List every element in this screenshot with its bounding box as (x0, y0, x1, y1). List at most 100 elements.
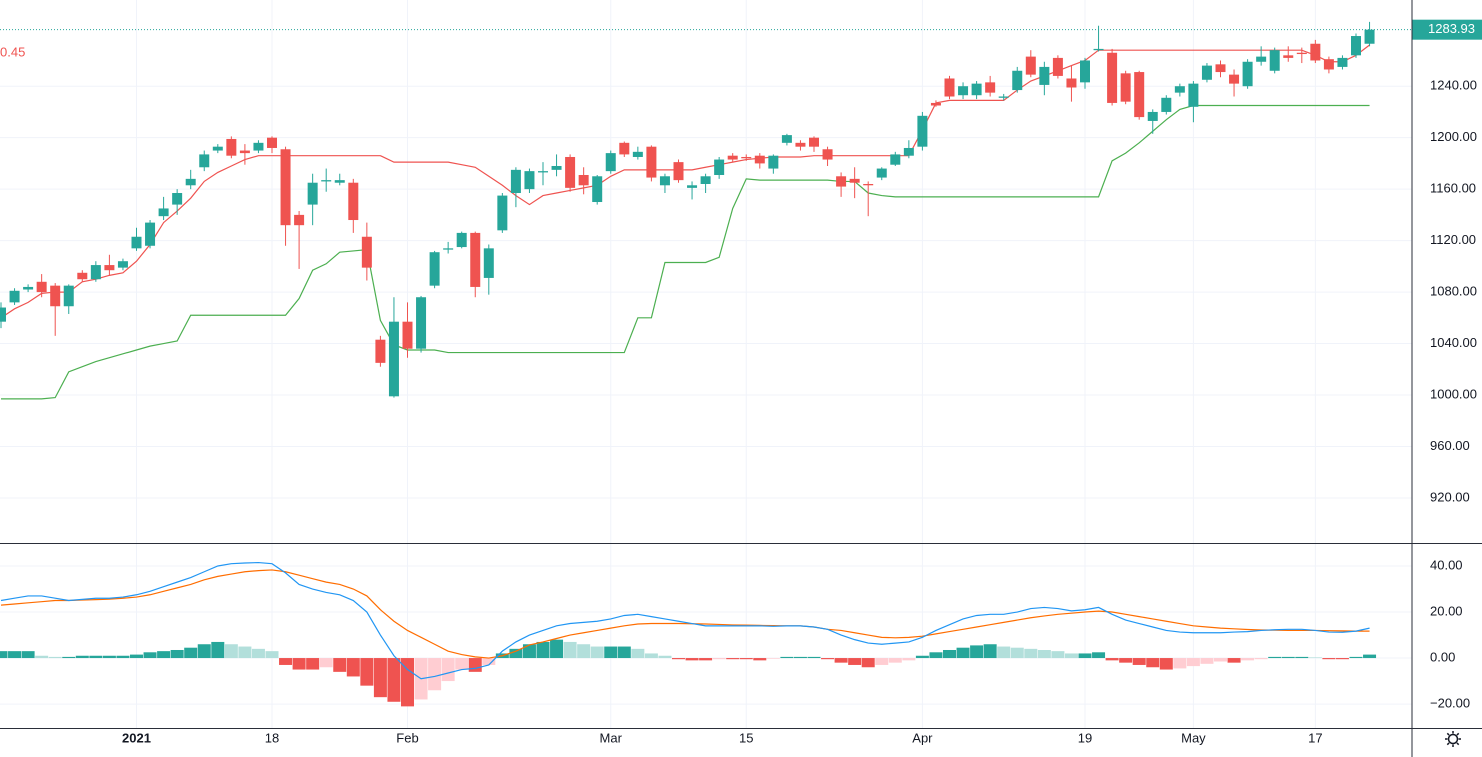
candle-body (402, 321, 413, 349)
histogram-bar (1281, 656, 1295, 659)
histogram-bar (766, 658, 780, 659)
candle-body (836, 176, 847, 187)
candle-body (1283, 55, 1294, 58)
macd-pane (0, 561, 1377, 707)
histogram-bar (292, 658, 306, 670)
histogram-bar (699, 658, 713, 661)
candle-body (619, 142, 630, 155)
histogram-bar (1186, 658, 1200, 667)
histogram-bar (130, 654, 143, 659)
candle-body (145, 222, 156, 246)
histogram-bar (807, 656, 821, 659)
histogram-bar (116, 655, 130, 659)
histogram-bar (970, 645, 984, 659)
histogram-bar (428, 658, 442, 691)
candle-body (239, 150, 250, 154)
candle-body (1242, 61, 1253, 87)
histogram-bar (75, 655, 89, 659)
axes: 2021 18 Feb Mar 15 Apr 19 May 17 920.00 960.00 1000… (0, 19, 1482, 745)
last-price-box (1412, 19, 1482, 40)
histogram-bar (522, 644, 536, 659)
histogram-bar (455, 658, 469, 670)
settings-icon[interactable] (1445, 731, 1461, 747)
candle-body (199, 154, 210, 168)
histogram-bar (401, 658, 414, 707)
candle-body (280, 149, 291, 226)
histogram-bar (1322, 658, 1336, 660)
histogram-bar (441, 658, 455, 682)
histogram-bar (0, 651, 8, 659)
histogram-bar (550, 639, 564, 659)
histogram-bar (712, 658, 726, 660)
histogram-bar (102, 655, 116, 659)
candle-body (822, 149, 833, 160)
candle-body (0, 307, 6, 322)
histogram-bar (848, 658, 862, 665)
candle-body (998, 96, 1009, 98)
histogram-bar (1200, 658, 1214, 664)
histogram-bar (929, 652, 943, 659)
histogram-bar (279, 658, 293, 665)
candle-body (917, 115, 928, 147)
y-tick-label: 1000.00 (1430, 386, 1477, 401)
histogram-bar (238, 646, 252, 659)
x-tick-label: Feb (396, 730, 418, 745)
x-tick-label: 17 (1308, 730, 1322, 745)
histogram-bar (1349, 656, 1363, 659)
candle-body (1174, 86, 1185, 93)
candle-body (131, 236, 142, 249)
candle-body (212, 146, 223, 151)
candle-body (768, 155, 779, 169)
candle-body (1201, 65, 1212, 80)
histogram-bar (1295, 656, 1309, 659)
candle-body (510, 169, 521, 194)
candle-body (117, 261, 128, 268)
candle-body (497, 195, 508, 231)
histogram-bar (387, 658, 401, 702)
candle-body (429, 252, 440, 286)
candle-body (700, 176, 711, 185)
histogram-bar (793, 656, 807, 659)
histogram-bar (482, 658, 496, 665)
candle-body (930, 102, 941, 106)
candle-body (1052, 57, 1063, 76)
histogram-bar (224, 644, 238, 659)
histogram-bar (373, 658, 387, 698)
histogram-bar (780, 656, 794, 659)
candle-body (632, 151, 643, 157)
candle-body (483, 248, 494, 278)
candle-body (1296, 52, 1307, 55)
y-tick-label: 1240.00 (1430, 78, 1477, 93)
y-tick-label: 20.00 (1430, 603, 1463, 618)
candle-body (185, 178, 196, 186)
indicator-line (1, 104, 1370, 400)
candle-body (470, 232, 481, 287)
candle-body (253, 142, 264, 151)
histogram-bar (1214, 658, 1227, 662)
y-tick-label: 960.00 (1430, 438, 1470, 453)
candle-body (727, 155, 738, 160)
candle-body (592, 176, 603, 203)
candle-body (673, 162, 684, 181)
histogram-bar (35, 655, 49, 659)
x-tick-label: Apr (912, 730, 933, 745)
candle-body (348, 182, 359, 221)
histogram-bar (1010, 647, 1024, 659)
y-tick-label: 1080.00 (1430, 284, 1477, 299)
histogram-bar (834, 658, 848, 663)
histogram-bar (631, 648, 645, 659)
candle-body (1337, 57, 1348, 67)
candle-body (985, 82, 996, 93)
candle-body (795, 142, 806, 147)
candle-body (104, 265, 115, 271)
histogram-bar (360, 658, 374, 686)
histogram-bar (956, 647, 970, 659)
grid (0, 0, 1412, 728)
x-tick-label: Mar (600, 730, 623, 745)
signal-line (0, 569, 1370, 659)
candle-body (388, 321, 399, 397)
histogram-bar (62, 656, 76, 659)
candle-body (741, 156, 752, 159)
histogram-bar (1335, 658, 1349, 660)
